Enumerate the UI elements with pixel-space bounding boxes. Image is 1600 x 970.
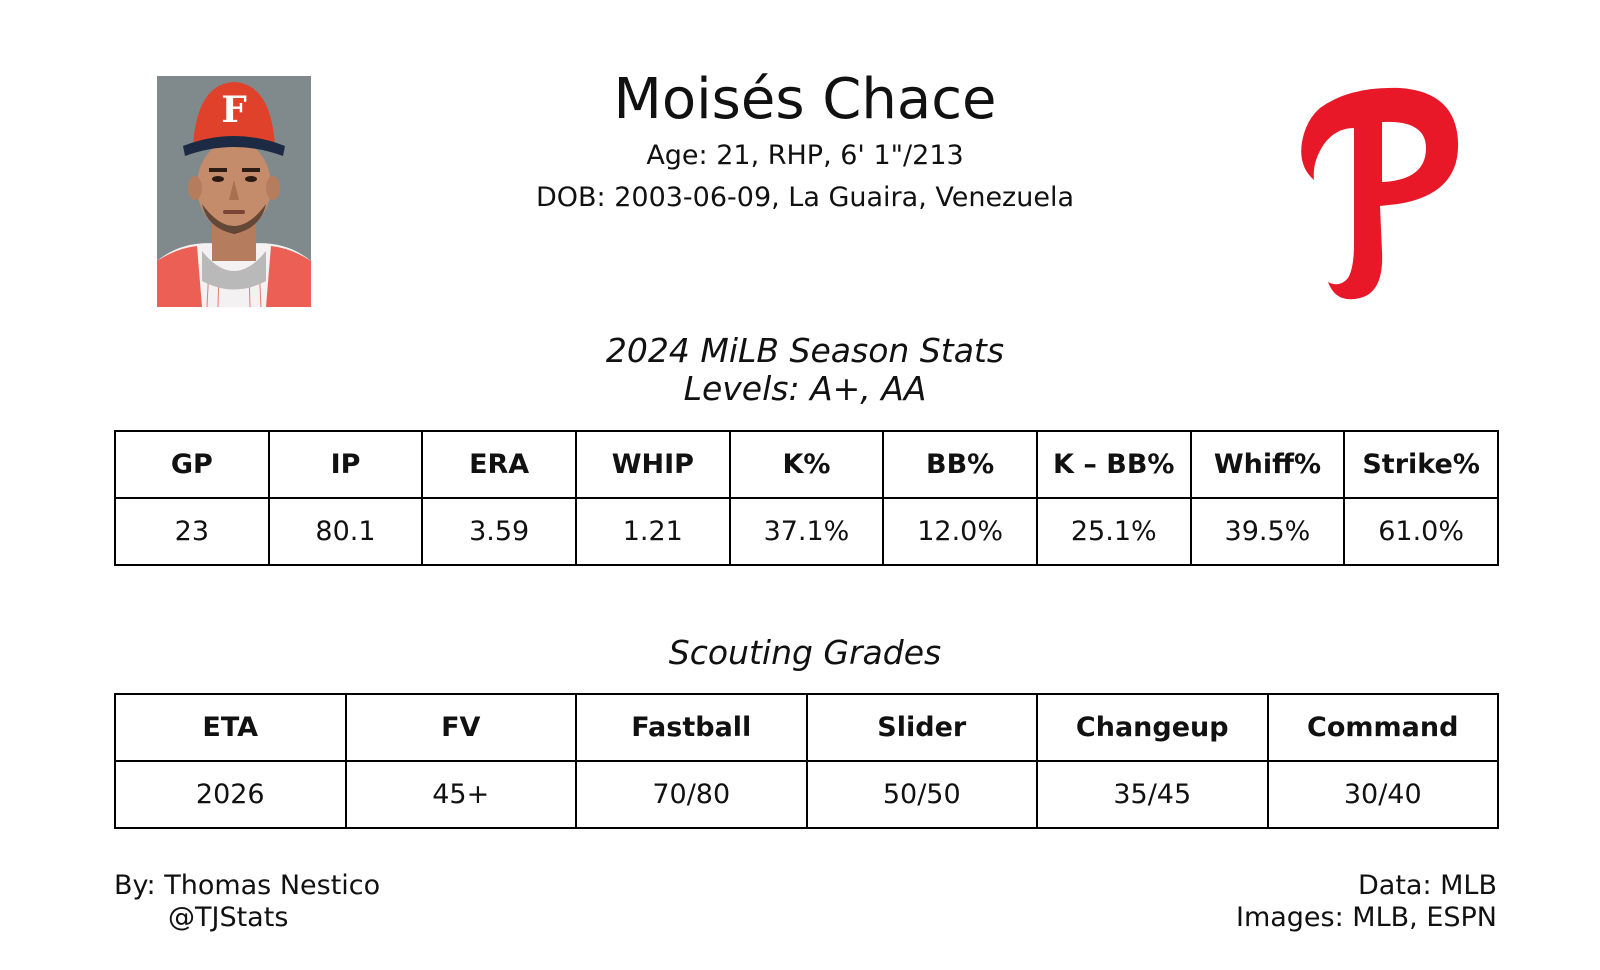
table-cell: 80.1: [267, 497, 424, 566]
header-cell: Changeup: [1036, 693, 1269, 762]
data-credit: Data: MLB: [1357, 870, 1497, 901]
table-cell: 23: [114, 497, 270, 566]
header-cell: BB%: [882, 430, 1038, 499]
header-cell: WHIP: [574, 430, 731, 499]
table-row: 23 80.1 3.59 1.21 37.1% 12.0% 25.1% 39.5…: [114, 497, 1499, 566]
table-cell: 70/80: [575, 760, 808, 829]
header-cell: K – BB%: [1035, 430, 1192, 499]
season-stats-table: GP IP ERA WHIP K% BB% K – BB% Whiff% Str…: [114, 430, 1499, 566]
header-cell: Fastball: [575, 693, 808, 762]
header-cell: IP: [267, 430, 424, 499]
header-cell: ETA: [114, 693, 347, 762]
table-header-row: GP IP ERA WHIP K% BB% K – BB% Whiff% Str…: [114, 430, 1499, 499]
phillies-p-logo: [1290, 82, 1462, 304]
table-cell: 45+: [344, 760, 577, 829]
header-cell: Slider: [805, 693, 1038, 762]
header-cell: Strike%: [1343, 430, 1499, 499]
table-row: 2026 45+ 70/80 50/50 35/45 30/40: [114, 760, 1499, 829]
scouting-grades-table: ETA FV Fastball Slider Changeup Command …: [114, 693, 1499, 829]
player-headshot: F: [157, 76, 311, 307]
table-cell: 35/45: [1036, 760, 1269, 829]
table-cell: 3.59: [421, 497, 577, 566]
table-cell: 25.1%: [1035, 497, 1192, 566]
table-cell: 12.0%: [882, 497, 1038, 566]
table-header-row: ETA FV Fastball Slider Changeup Command: [114, 693, 1499, 762]
table-cell: 2026: [114, 760, 347, 829]
header-cell: ERA: [421, 430, 577, 499]
images-credit: Images: MLB, ESPN: [1235, 902, 1497, 933]
header-cell: K%: [728, 430, 885, 499]
header-cell: GP: [114, 430, 270, 499]
player-name: Moisés Chace: [613, 67, 997, 132]
table-cell: 1.21: [574, 497, 731, 566]
table-cell: 30/40: [1266, 760, 1499, 829]
table-cell: 61.0%: [1343, 497, 1499, 566]
player-bio: Age: 21, RHP, 6' 1"/213: [646, 140, 964, 171]
season-stats-title: 2024 MiLB Season Stats: [605, 331, 1005, 370]
scouting-grades-title: Scouting Grades: [668, 633, 942, 672]
season-levels: Levels: A+, AA: [683, 369, 927, 408]
header-cell: FV: [344, 693, 577, 762]
table-cell: 50/50: [805, 760, 1038, 829]
table-cell: 37.1%: [728, 497, 885, 566]
player-dob: DOB: 2003-06-09, La Guaira, Venezuela: [535, 182, 1075, 213]
table-cell: 39.5%: [1189, 497, 1346, 566]
header-cell: Whiff%: [1189, 430, 1346, 499]
svg-text:F: F: [221, 89, 247, 131]
author-credit: By: Thomas Nestico: [114, 870, 381, 901]
author-handle: @TJStats: [168, 902, 289, 933]
header-cell: Command: [1266, 693, 1499, 762]
